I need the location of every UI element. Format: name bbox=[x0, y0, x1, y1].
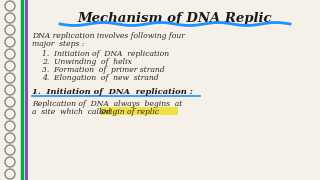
Text: DNA replication involves following four: DNA replication involves following four bbox=[32, 32, 185, 40]
Text: 1.  Initiation of  DNA  replication: 1. Initiation of DNA replication bbox=[42, 50, 169, 58]
Text: 2.  Unwinding  of  helix: 2. Unwinding of helix bbox=[42, 58, 132, 66]
FancyBboxPatch shape bbox=[100, 107, 178, 115]
Text: Mechanism of DNA Replic: Mechanism of DNA Replic bbox=[78, 12, 272, 24]
Text: 1.  Initiation of  DNA  replication :: 1. Initiation of DNA replication : bbox=[32, 88, 193, 96]
Text: Replication of  DNA  always  begins  at: Replication of DNA always begins at bbox=[32, 100, 182, 108]
Text: 3.  Formation  of  primer strand: 3. Formation of primer strand bbox=[42, 66, 164, 74]
Text: Origin of replic: Origin of replic bbox=[100, 108, 159, 116]
Text: 4.  Elongation  of  new  strand: 4. Elongation of new strand bbox=[42, 74, 159, 82]
Text: a  site  which  called: a site which called bbox=[32, 108, 116, 116]
Text: major  steps :: major steps : bbox=[32, 40, 84, 48]
